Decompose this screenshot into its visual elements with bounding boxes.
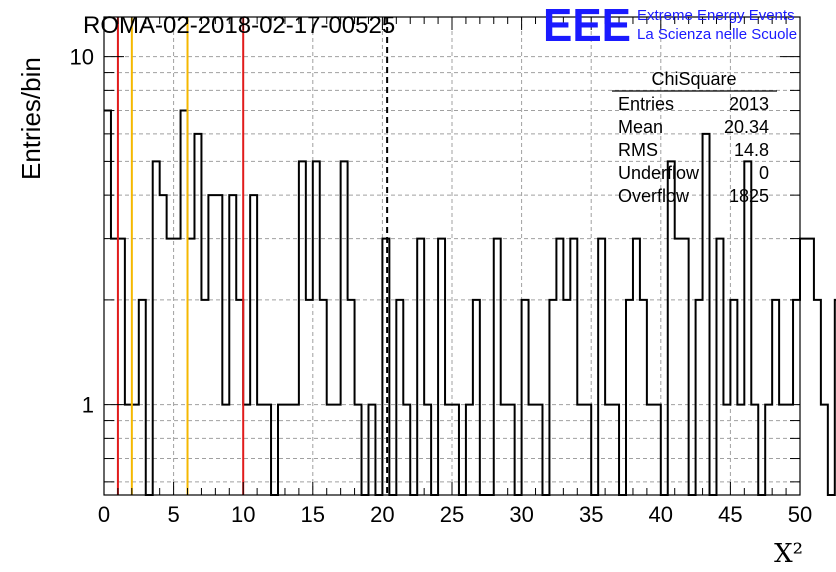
x-tick-label: 5 [167, 502, 179, 527]
x-tick-label: 35 [579, 502, 603, 527]
histogram-step-line [104, 109, 836, 496]
stats-title: ChiSquare [651, 69, 736, 89]
stats-label: Overflow [618, 186, 690, 206]
stats-rows: Entries 2013 Mean 20.34 RMS 14.8 Underflow 0 Ove… [618, 94, 769, 206]
eee-logo-mark: EEE [543, 0, 631, 51]
stats-label: Mean [618, 117, 663, 137]
x-tick-label: 50 [788, 502, 812, 527]
x-axis-label: X² [774, 539, 803, 569]
logo-line-2: La Scienza nelle Scuole [637, 26, 797, 43]
stats-value: 14.8 [734, 140, 769, 160]
run-title: ROMA-02-2018-02-17-00525 [83, 12, 395, 39]
stats-value: 20.34 [724, 117, 769, 137]
x-tick-label: 30 [509, 502, 533, 527]
stats-label: Underflow [618, 163, 700, 183]
y-tick-label: 1 [82, 393, 94, 418]
stats-box: ChiSquare Entries 2013 Mean 20.34 RMS 14.8 Und… [612, 69, 777, 206]
x-tick-label: 10 [231, 502, 255, 527]
x-tick-label: 15 [301, 502, 325, 527]
stats-value: 2013 [729, 94, 769, 114]
stats-value: 1825 [729, 186, 769, 206]
stats-label: Entries [618, 94, 674, 114]
x-tick-label: 25 [440, 502, 464, 527]
y-tick-label: 10 [70, 45, 94, 70]
marker-lines [116, 17, 389, 495]
histogram-bars [104, 109, 836, 496]
logo-line-1: Extreme Energy Events [637, 7, 795, 24]
x-tick-label: 40 [649, 502, 673, 527]
x-tick-labels: 0 5 10 15 20 25 30 35 40 45 50 [98, 502, 812, 527]
y-tick-labels: 1 10 [70, 45, 94, 418]
x-tick-label: 0 [98, 502, 110, 527]
x-tick-label: 45 [718, 502, 742, 527]
stats-label: RMS [618, 140, 658, 160]
x-tick-label: 20 [370, 502, 394, 527]
eee-logo: EEE Extreme Energy Events La Scienza nel… [543, 0, 797, 51]
stats-value: 0 [759, 163, 769, 183]
y-axis-label: Entries/bin [16, 57, 46, 180]
axis-ticks [103, 17, 801, 495]
